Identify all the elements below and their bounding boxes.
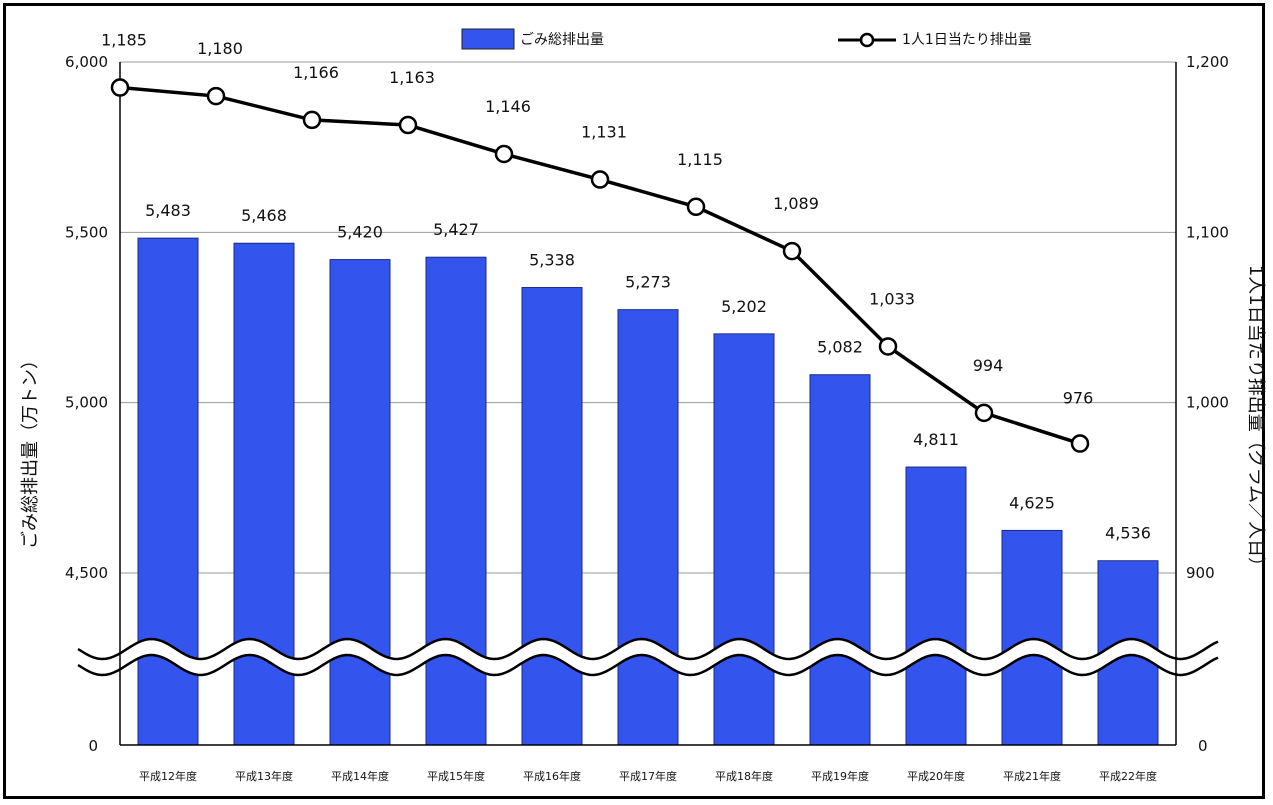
line-value-label: 976 bbox=[1063, 389, 1094, 408]
right-tick-label: 1,200 bbox=[1186, 53, 1229, 71]
bar-value-label: 5,082 bbox=[817, 338, 863, 357]
line-value-label: 1,185 bbox=[101, 31, 147, 50]
bar bbox=[809, 374, 871, 746]
line-point bbox=[494, 144, 514, 164]
axis-break bbox=[77, 637, 1219, 677]
bar bbox=[1001, 529, 1063, 746]
bar-value-label: 5,273 bbox=[625, 273, 671, 292]
bar bbox=[329, 259, 391, 746]
bar-value-label: 5,338 bbox=[529, 251, 575, 270]
left-tick-labels: 6,000 5,500 5,000 4,500 0 bbox=[65, 53, 108, 755]
bar-value-label: 5,468 bbox=[241, 206, 287, 225]
line-point bbox=[110, 78, 130, 97]
left-axis-title: ごみ総排出量（万トン） bbox=[20, 351, 41, 549]
left-zero-label: 0 bbox=[88, 737, 98, 755]
bar bbox=[521, 287, 583, 746]
category-label: 平成20年度 bbox=[907, 769, 965, 783]
category-label: 平成19年度 bbox=[811, 769, 869, 783]
line-value-label: 1,180 bbox=[197, 39, 243, 58]
category-label: 平成21年度 bbox=[1003, 769, 1061, 783]
bar bbox=[905, 466, 967, 746]
bar-data-labels: 5,483 5,468 5,420 5,427 5,338 5,273 5,202 5,082… bbox=[145, 201, 1151, 543]
category-label: 平成12年度 bbox=[139, 769, 197, 783]
axis-break-line-top bbox=[77, 637, 1219, 661]
category-label: 平成17年度 bbox=[619, 769, 677, 783]
bar bbox=[425, 256, 487, 746]
line-point bbox=[782, 241, 802, 261]
line-value-label: 1,131 bbox=[581, 123, 627, 142]
category-label: 平成16年度 bbox=[523, 769, 581, 783]
axis-break-band bbox=[78, 639, 1218, 675]
bar-value-label: 4,625 bbox=[1009, 493, 1055, 512]
category-labels: 平成12年度 平成13年度 平成14年度 平成15年度 平成16年度 平成17年度 平成18… bbox=[139, 769, 1157, 783]
right-tick-label: 1,100 bbox=[1186, 223, 1229, 241]
line-value-label: 1,089 bbox=[773, 194, 819, 213]
bar-value-label: 5,420 bbox=[337, 223, 383, 242]
category-label: 平成22年度 bbox=[1099, 769, 1157, 783]
legend-bar-label: ごみ総排出量 bbox=[520, 32, 604, 48]
line-point bbox=[302, 110, 322, 130]
right-zero-label: 0 bbox=[1198, 737, 1208, 755]
bar-value-label: 4,536 bbox=[1105, 524, 1151, 543]
line-series bbox=[110, 78, 1090, 453]
legend: ごみ総排出量 1人1日当たり排出量 bbox=[461, 28, 1032, 50]
legend-line-marker bbox=[859, 32, 875, 48]
bar bbox=[713, 333, 775, 746]
line-value-label: 1,146 bbox=[485, 97, 531, 116]
axes bbox=[119, 62, 1177, 746]
line-point bbox=[1070, 434, 1090, 453]
line-data-labels: 1,185 1,180 1,166 1,163 1,146 1,131 1,115 1,089… bbox=[101, 31, 1093, 408]
bar-value-label: 5,202 bbox=[721, 297, 767, 316]
right-tick-label: 1,000 bbox=[1186, 394, 1229, 412]
category-label: 平成15年度 bbox=[427, 769, 485, 783]
bar bbox=[617, 309, 679, 746]
legend-bar-swatch bbox=[461, 28, 515, 50]
legend-line-label: 1人1日当たり排出量 bbox=[902, 32, 1032, 48]
line-point bbox=[974, 403, 994, 423]
line-value-label: 994 bbox=[973, 356, 1004, 375]
left-tick-label: 5,000 bbox=[65, 394, 108, 412]
left-tick-label: 6,000 bbox=[65, 53, 108, 71]
bar-value-label: 5,427 bbox=[433, 220, 479, 239]
left-tick-label: 5,500 bbox=[65, 223, 108, 241]
right-axis-title: 1人1日当たり排出量（グラム／人日） bbox=[1245, 265, 1266, 575]
line-value-label: 1,163 bbox=[389, 68, 435, 87]
category-label: 平成13年度 bbox=[235, 769, 293, 783]
line-point bbox=[206, 86, 226, 106]
line-value-label: 1,166 bbox=[293, 63, 339, 82]
category-label: 平成14年度 bbox=[331, 769, 389, 783]
category-label: 平成18年度 bbox=[715, 769, 773, 783]
line-value-label: 1,115 bbox=[677, 150, 723, 169]
line-value-label: 1,033 bbox=[869, 289, 915, 308]
right-tick-labels: 1,200 1,100 1,000 900 0 bbox=[1186, 53, 1229, 755]
left-tick-label: 4,500 bbox=[65, 564, 108, 582]
line-point bbox=[590, 170, 610, 189]
line-point bbox=[398, 115, 418, 135]
right-tick-label: 900 bbox=[1186, 564, 1215, 582]
bar-value-label: 5,483 bbox=[145, 201, 191, 220]
line-point bbox=[686, 197, 706, 217]
bar-value-label: 4,811 bbox=[913, 430, 959, 449]
line-point bbox=[878, 337, 898, 356]
axis-break-line-bottom bbox=[77, 653, 1219, 677]
